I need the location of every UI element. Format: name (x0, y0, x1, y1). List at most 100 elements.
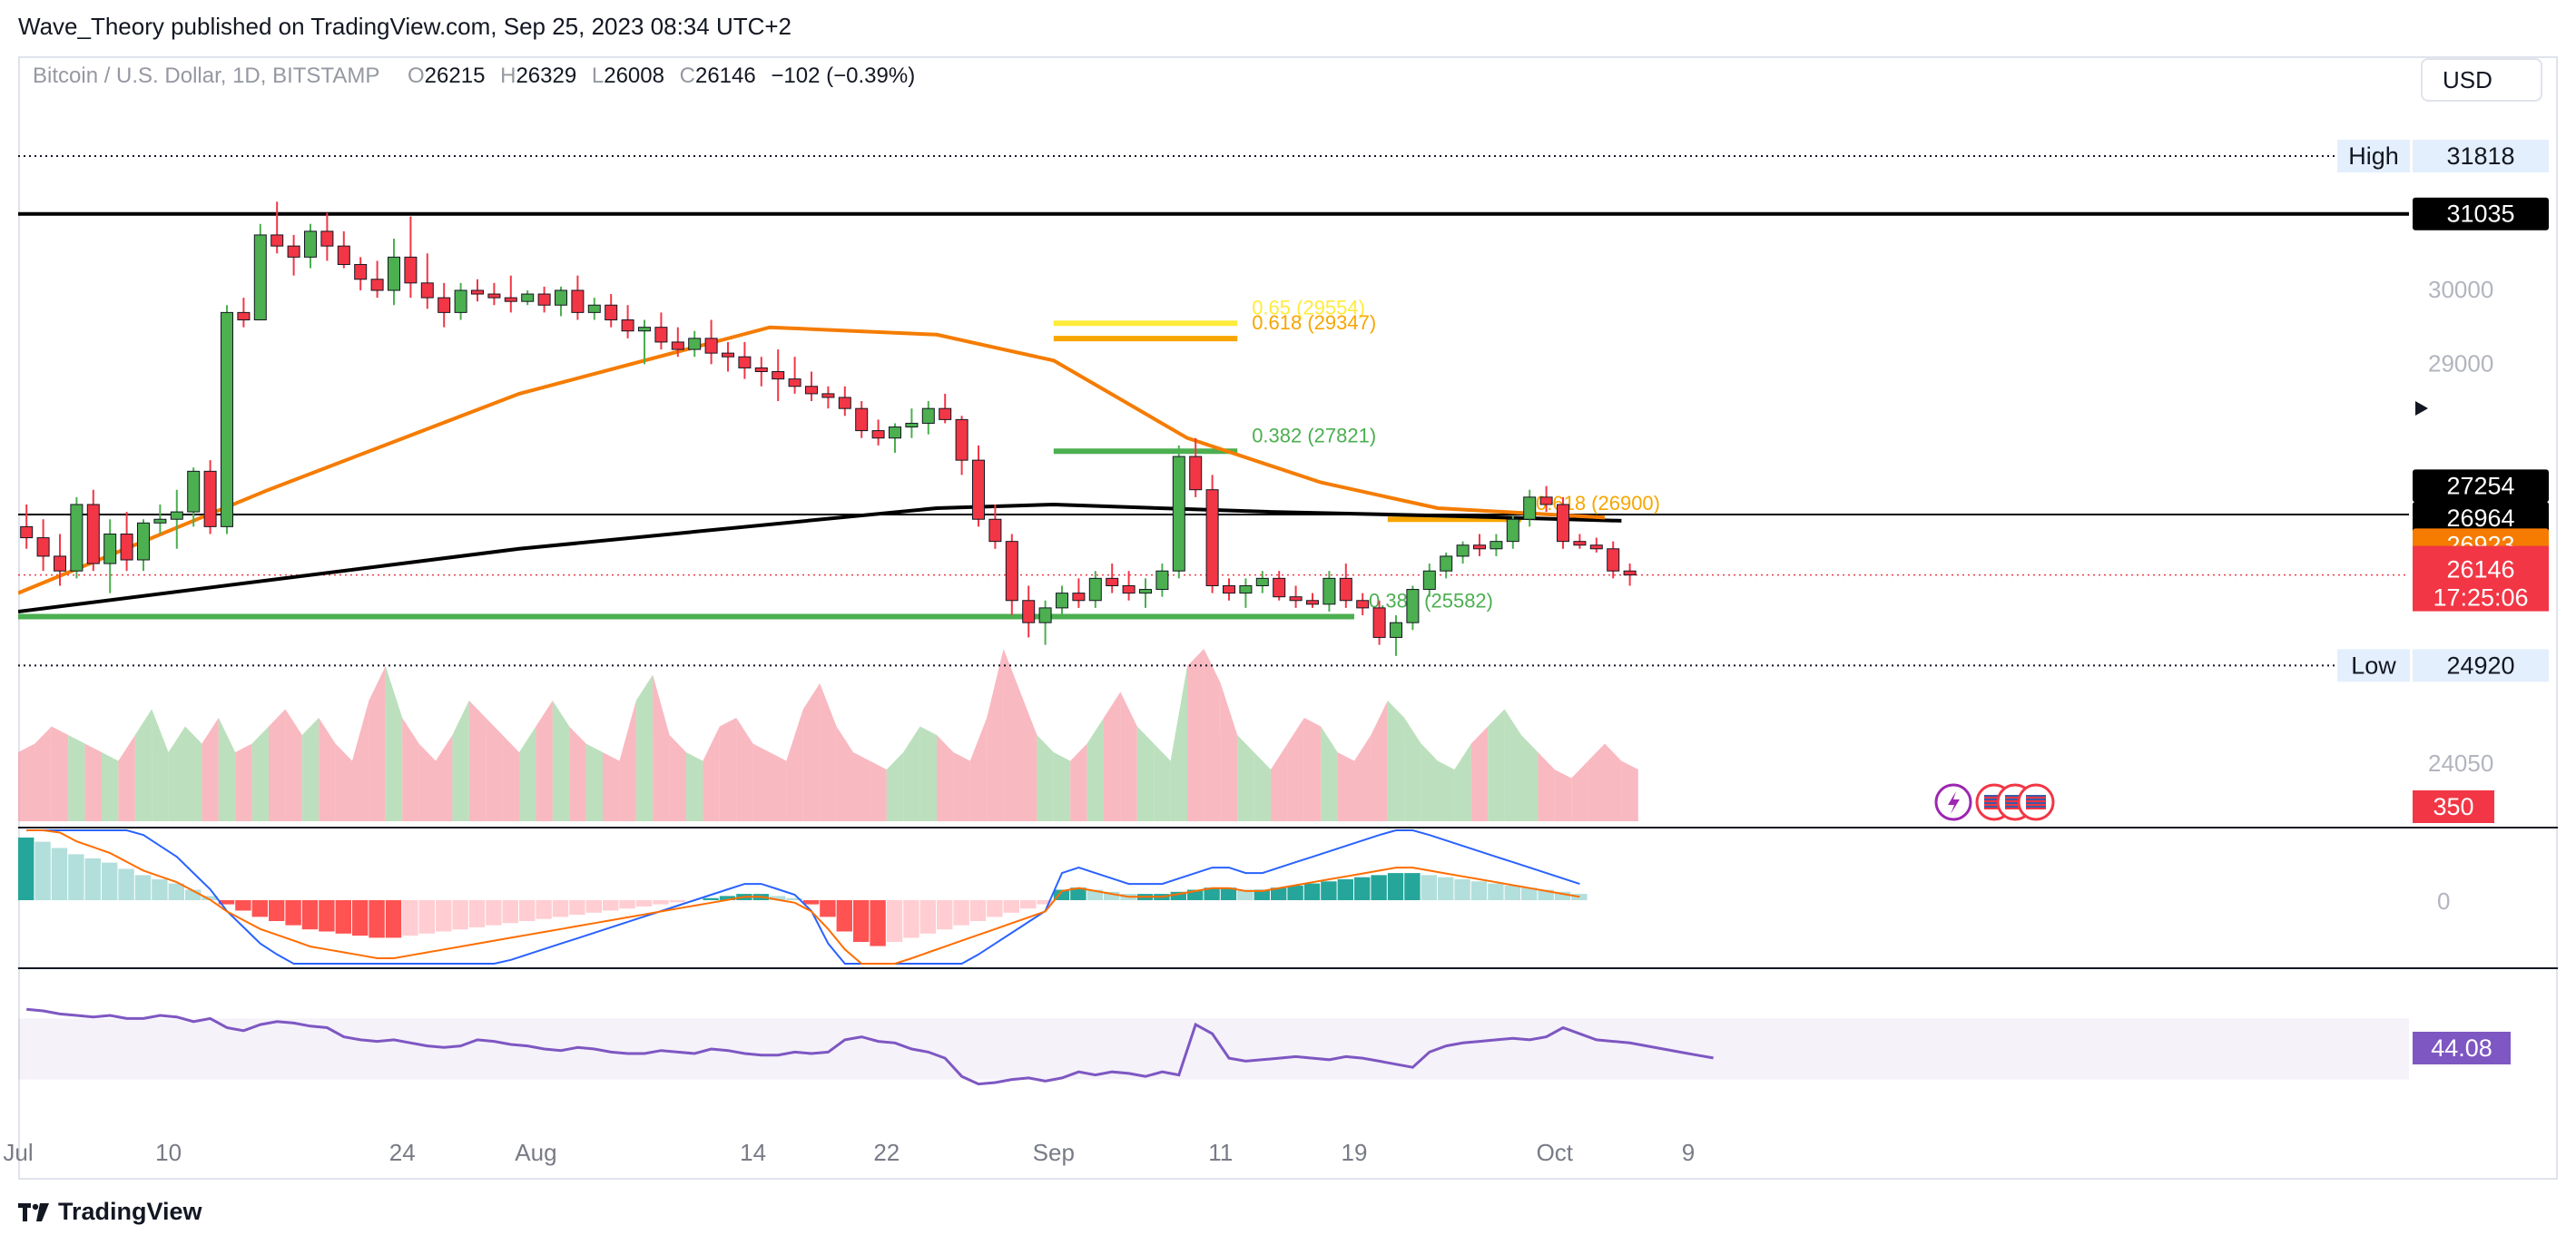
time-tick-label: 14 (740, 1139, 766, 1166)
volume-bar (1303, 718, 1322, 821)
flag-stripe (2005, 797, 2025, 799)
macd-histogram-bar (402, 900, 418, 936)
candle-body (1456, 544, 1470, 557)
candle-body (1056, 593, 1068, 609)
macd-histogram-bar (802, 900, 820, 905)
candle-body (1189, 456, 1203, 491)
flag-stripe (2005, 804, 2025, 806)
macd-histogram-bar (1254, 889, 1270, 900)
volume-bar (569, 726, 586, 821)
candle-body (337, 245, 350, 265)
macd-histogram-bar (251, 900, 268, 917)
volume-bar (102, 752, 119, 821)
volume-bar (1421, 743, 1438, 821)
volume-bar (1571, 760, 1588, 821)
volume-bar (468, 701, 487, 821)
macd-histogram-bar (1554, 891, 1571, 900)
macd-histogram-bar (335, 900, 351, 934)
low-value: 26008 (604, 64, 664, 88)
last-price-tag-bg (2413, 545, 2549, 612)
last-price-tag: 26146 (2446, 556, 2514, 583)
macd-histogram-bar (536, 900, 552, 919)
symbol-label: Bitcoin / U.S. Dollar, 1D, BITSTAMP (33, 64, 380, 88)
volume-bar (1538, 752, 1555, 821)
macd-histogram-bar (301, 900, 319, 930)
volume-bar (452, 701, 469, 821)
candle-body (838, 397, 851, 409)
volume-bar (953, 752, 970, 821)
volume-bar (1104, 691, 1121, 821)
time-tick-label: 19 (1342, 1139, 1368, 1166)
volume-bar (1187, 649, 1204, 821)
rsi-tag: 44.08 (2431, 1034, 2492, 1062)
resistance-price-tag: 31035 (2446, 201, 2514, 228)
candle-body (1255, 577, 1269, 586)
open-value: 26215 (424, 64, 486, 88)
volume-bar (235, 743, 252, 821)
volume-bar (736, 718, 753, 821)
candle-body (821, 393, 835, 398)
volume-bar (1454, 743, 1471, 821)
macd-histogram-bar (385, 900, 402, 938)
volume-bar (519, 726, 536, 821)
macd-histogram-bar (1271, 887, 1287, 900)
currency-selector[interactable]: USD (2421, 58, 2542, 102)
macd-histogram-bar (519, 900, 536, 921)
volume-bar (1588, 743, 1605, 821)
macd-histogram-bar (1371, 875, 1387, 900)
candle-body (788, 378, 801, 387)
candle-body (54, 555, 66, 572)
price-tick-label: 29000 (2428, 349, 2493, 377)
candle-body (955, 418, 968, 461)
macd-histogram-bar (903, 900, 919, 938)
candle-body (605, 304, 618, 321)
high-label-bg (2337, 140, 2410, 173)
low-label: Low (2351, 652, 2396, 679)
macd-histogram-bar (786, 897, 802, 900)
candle-body (1623, 570, 1637, 576)
sma200-price-tag-bg (2413, 469, 2549, 503)
publish-caption: Wave_Theory published on TradingView.com… (18, 13, 792, 40)
candle-body (1172, 456, 1185, 572)
volume-bar (1237, 735, 1254, 821)
candle-body (1273, 577, 1286, 598)
volume-tag: 350 (2433, 793, 2473, 820)
volume-bar (1220, 683, 1238, 821)
volume-bar (853, 752, 870, 821)
volume-bar (552, 701, 570, 821)
tradingview-logo: TradingView (18, 1198, 202, 1226)
volume-bar (919, 726, 937, 821)
candle-body (304, 230, 317, 258)
candle-body (70, 504, 84, 572)
volume-bar (301, 718, 320, 821)
resistance-price-tag-bg (2413, 197, 2549, 230)
macd-histogram-bar (1421, 875, 1437, 900)
candle-body (939, 407, 952, 420)
macd-histogram-bar (1538, 889, 1554, 900)
candle-body (388, 256, 400, 291)
macd-histogram-bar (886, 900, 903, 942)
macd-histogram-bar (1053, 889, 1070, 900)
candle-body (1106, 577, 1119, 586)
volume-bar (1321, 726, 1338, 821)
macd-histogram-bar (1470, 881, 1488, 900)
candle-body (905, 422, 919, 428)
volume-bar (1521, 735, 1539, 821)
candle-body (287, 245, 300, 258)
high-key: H (500, 64, 516, 88)
low-value-bg (2413, 649, 2549, 682)
volume-bar (251, 726, 269, 821)
candle-body (504, 297, 517, 302)
candle-body (587, 304, 601, 313)
high-value: 31818 (2446, 142, 2514, 170)
candle-body (805, 386, 818, 395)
volume-bar (1371, 701, 1388, 821)
volume-bar (635, 674, 654, 821)
time-tick-label: Jul (3, 1139, 33, 1166)
fib-label: 0.382 (27821) (1252, 424, 1376, 446)
open-key: O (408, 64, 425, 88)
candle-body (1038, 607, 1052, 623)
macd-histogram-bar (352, 900, 369, 936)
candle-body (454, 289, 467, 313)
